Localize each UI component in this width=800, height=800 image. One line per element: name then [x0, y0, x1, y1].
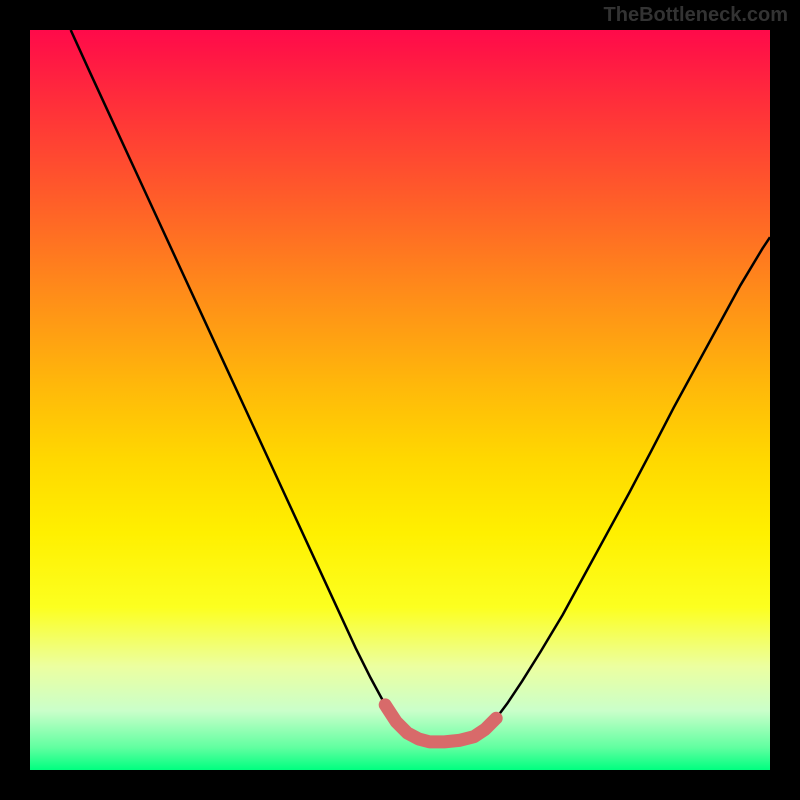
chart-marker [30, 30, 770, 770]
chart-area [30, 30, 770, 770]
watermark-text: TheBottleneck.com [604, 4, 788, 27]
